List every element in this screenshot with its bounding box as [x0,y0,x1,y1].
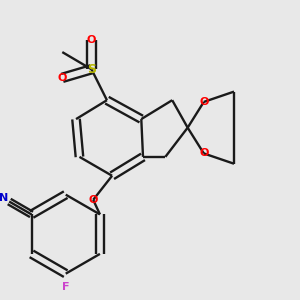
Text: O: O [199,97,208,107]
Text: O: O [199,148,208,158]
Text: O: O [58,73,67,83]
Text: F: F [62,282,70,292]
Text: N: N [0,194,8,203]
Text: O: O [87,35,96,45]
Text: S: S [87,63,96,76]
Text: O: O [88,195,98,205]
